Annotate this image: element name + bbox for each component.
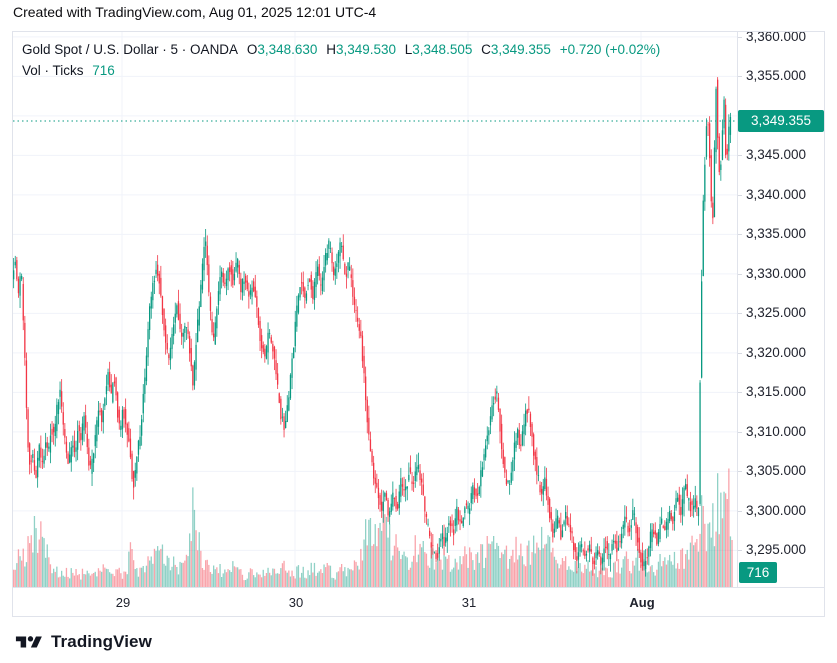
legend-line-2: Vol · Ticks 716: [22, 60, 665, 81]
price-tick-label: 3,355.000: [738, 68, 807, 84]
time-tick-label-31: 31: [461, 595, 477, 610]
price-tick-label: 3,330.000: [738, 265, 807, 281]
last-volume-label: 716: [739, 562, 777, 583]
chart-legend: Gold Spot / U.S. Dollar · 5 · OANDA O3,3…: [22, 39, 665, 81]
price-tick-label: 3,340.000: [738, 186, 807, 202]
footer: TradingView: [14, 631, 152, 653]
price-tick-label: 3,325.000: [738, 305, 807, 321]
price-tick-label: 3,320.000: [738, 344, 807, 360]
price-tick-label: 3,300.000: [738, 502, 807, 518]
price-tick-label: 3,315.000: [738, 384, 807, 400]
attribution-text: Created with TradingView.com, Aug 01, 20…: [13, 4, 377, 20]
price-scale-axis[interactable]: 3,360.0003,355.0003,350.0003,345.0003,34…: [737, 32, 824, 587]
ohlc-high: H3,349.530: [326, 42, 396, 57]
time-tick-label-aug: Aug: [629, 595, 655, 610]
symbol-title: Gold Spot / U.S. Dollar · 5 · OANDA: [22, 42, 239, 57]
price-tick-label: 3,335.000: [738, 226, 807, 242]
chart-widget: Gold Spot / U.S. Dollar · 5 · OANDA O3,3…: [12, 31, 825, 617]
last-price-label: 3,349.355: [738, 110, 824, 132]
brand-name: TradingView: [51, 632, 152, 651]
volume-indicator-label: Vol · Ticks: [22, 63, 84, 78]
price-tick-label: 3,345.000: [738, 147, 807, 163]
tradingview-logo-icon: [15, 636, 42, 648]
price-change: +0.720 (+0.02%): [559, 42, 661, 57]
volume-indicator-value: 716: [92, 63, 115, 78]
ohlc-close: C3,349.355: [481, 42, 551, 57]
price-tick-label: 3,305.000: [738, 463, 807, 479]
price-tick-label: 3,310.000: [738, 423, 807, 439]
ohlc-open: O3,348.630: [246, 42, 318, 57]
price-tick-label: 3,360.000: [738, 32, 806, 45]
legend-line-1: Gold Spot / U.S. Dollar · 5 · OANDA O3,3…: [22, 39, 665, 60]
ohlc-low: L3,348.505: [404, 42, 473, 57]
price-tick-label: 3,295.000: [738, 542, 807, 558]
chart-pane[interactable]: Gold Spot / U.S. Dollar · 5 · OANDA O3,3…: [13, 32, 737, 587]
time-scale-axis[interactable]: 29 30 31 Aug: [13, 587, 824, 616]
time-tick-label-30: 30: [288, 595, 304, 610]
time-tick-label-29: 29: [115, 595, 131, 610]
candlestick-volume-plot: [13, 32, 737, 587]
